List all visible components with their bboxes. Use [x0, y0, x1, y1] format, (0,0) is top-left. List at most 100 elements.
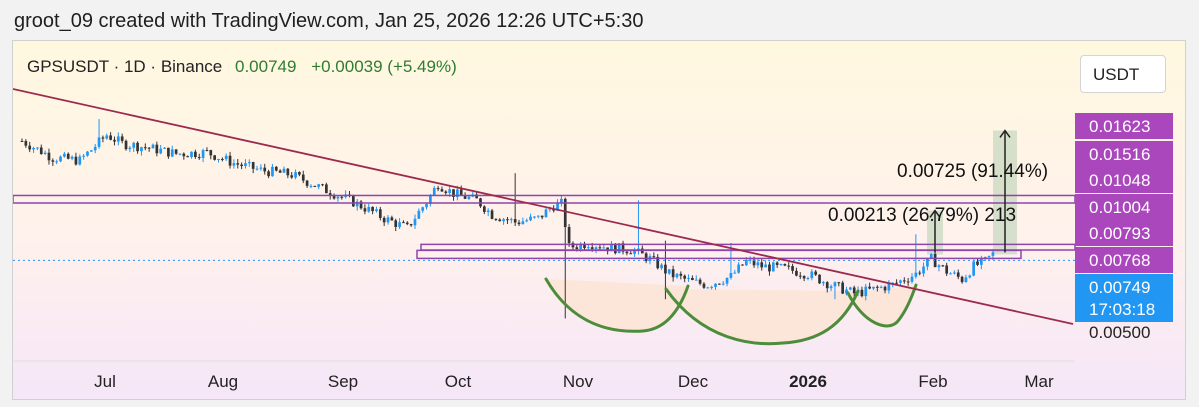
candle-body: [20, 140, 24, 142]
candle: [167, 147, 170, 159]
candle: [201, 148, 205, 163]
candle: [116, 132, 120, 146]
candle-body: [764, 264, 767, 268]
candle-body: [398, 222, 401, 227]
candle: [725, 277, 729, 287]
candle: [945, 262, 949, 276]
price-tag-label: 0.01516: [1089, 145, 1150, 164]
candle: [182, 152, 186, 160]
candle-body: [317, 184, 321, 187]
candle-body: [386, 217, 390, 223]
candle-body: [24, 141, 28, 146]
candle: [70, 155, 74, 161]
candle: [86, 151, 89, 157]
candle: [698, 277, 702, 286]
candle-body: [529, 216, 532, 221]
candle-body: [991, 252, 995, 256]
candle: [444, 190, 448, 195]
candle-body: [594, 247, 598, 250]
candle-body: [59, 156, 62, 162]
candle-body: [417, 210, 421, 219]
candle: [733, 269, 737, 274]
candle: [147, 147, 151, 152]
candle-body: [140, 147, 143, 152]
candle-body: [571, 243, 575, 248]
candle: [760, 258, 764, 271]
current-price-tag-countdown: 17:03:18: [1089, 300, 1155, 319]
currency-button[interactable]: USDT: [1080, 55, 1166, 93]
candle: [355, 199, 359, 211]
candle-body: [575, 247, 579, 249]
candle: [375, 206, 378, 213]
candle-body: [702, 283, 706, 288]
candle-body: [456, 189, 459, 198]
candle: [155, 141, 159, 157]
current-price-tag-price: 0.00749: [1089, 278, 1150, 297]
candle: [205, 147, 209, 152]
candle-body: [328, 193, 332, 196]
candle: [764, 260, 767, 268]
candle: [968, 274, 972, 279]
candle: [633, 247, 636, 257]
candle: [51, 158, 55, 166]
candle-body: [625, 251, 629, 254]
candle-body: [467, 196, 471, 199]
chart-frame[interactable]: 0.00725 (91.44%) 0.00213 (26.79%) 213 0.01…: [12, 40, 1186, 400]
price-tag-bg: [1075, 113, 1173, 139]
price-tag-bg: [1075, 194, 1173, 220]
candle: [259, 164, 263, 171]
candle: [879, 285, 883, 289]
candle: [621, 240, 625, 255]
candle: [382, 216, 386, 226]
candle-body: [725, 277, 729, 284]
candle-body: [533, 216, 536, 218]
downtrend-line: [13, 88, 1074, 325]
candle-body: [336, 196, 340, 199]
candle-body: [340, 196, 344, 198]
cup-handle: [846, 283, 918, 328]
candle: [841, 280, 845, 295]
candle: [852, 285, 856, 297]
candle: [101, 135, 105, 143]
candle-body: [744, 259, 748, 266]
candle: [529, 213, 532, 222]
candle: [810, 269, 814, 281]
candle-body: [918, 272, 922, 274]
candle-body: [691, 278, 694, 281]
candle-body: [768, 264, 771, 272]
candle-body: [587, 247, 590, 249]
candle: [163, 147, 166, 149]
candle: [625, 250, 629, 256]
candle-body: [97, 137, 101, 147]
candle: [675, 272, 679, 279]
x-axis-tick-label: Feb: [918, 372, 947, 391]
candle-body: [621, 243, 625, 252]
candle-body: [868, 286, 871, 289]
candle-body: [244, 163, 247, 167]
candle: [301, 170, 305, 184]
candle: [922, 262, 925, 277]
candle: [240, 162, 243, 170]
candle-body: [267, 171, 270, 177]
candle-body: [906, 281, 910, 283]
candle-body: [741, 264, 744, 266]
price-chart[interactable]: 0.00725 (91.44%) 0.00213 (26.79%) 213 0.01…: [13, 41, 1185, 399]
candle-body: [409, 224, 413, 226]
candle: [459, 185, 463, 196]
candle: [706, 286, 710, 289]
candle-body: [914, 272, 918, 277]
candle: [378, 206, 382, 221]
x-axis-tick-label: 2026: [789, 372, 827, 391]
candle-body: [359, 201, 363, 209]
candle-body: [733, 272, 737, 274]
candle: [213, 155, 216, 161]
candle-body: [841, 282, 845, 294]
candle: [818, 274, 821, 285]
candle: [28, 141, 32, 153]
candle: [228, 151, 232, 169]
candle: [432, 185, 436, 196]
candle: [194, 149, 197, 159]
candle-body: [220, 158, 224, 160]
candle: [178, 153, 182, 156]
candle: [521, 217, 525, 225]
